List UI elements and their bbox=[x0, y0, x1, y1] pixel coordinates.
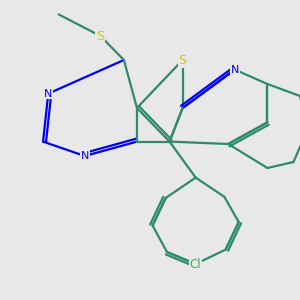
Text: Cl: Cl bbox=[190, 257, 202, 271]
Text: N: N bbox=[44, 88, 52, 99]
Text: S: S bbox=[178, 53, 187, 67]
Text: N: N bbox=[81, 151, 89, 161]
Text: N: N bbox=[231, 64, 239, 75]
Text: S: S bbox=[96, 29, 104, 43]
